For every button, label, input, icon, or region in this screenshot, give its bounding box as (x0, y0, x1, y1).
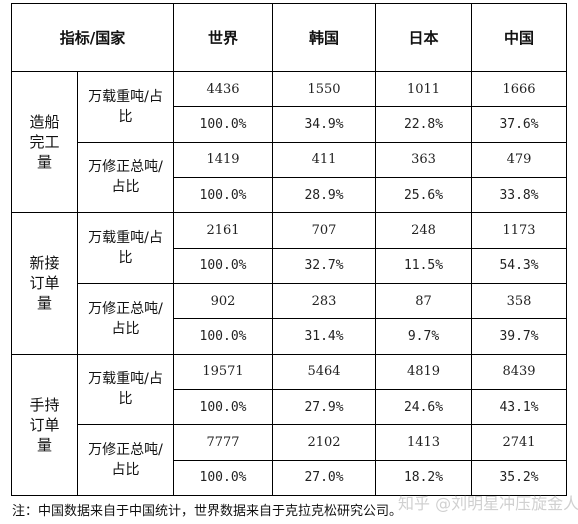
share-cell: 34.9% (272, 106, 377, 143)
table-row: 新接订单量 万载重吨/占比 2161 707 248 1173 (11, 212, 568, 355)
header-indicator-country: 指标/国家 (10, 3, 175, 72)
value-cell: 7777 (173, 424, 274, 461)
watermark: 知乎 @刘明星冲压旋金人 (398, 494, 578, 513)
value-cell: 902 (173, 282, 274, 320)
share-cell: 28.9% (272, 176, 377, 214)
table-row: 造船完工量 万载重吨/占比 4436 1550 1011 1666 (11, 70, 568, 214)
share-cell: 100.0% (173, 247, 274, 284)
metric-label: 造船完工量 (11, 70, 78, 214)
value-cell: 363 (375, 141, 473, 178)
share-cell: 100.0% (173, 176, 274, 214)
table-row: 万修正总吨/占比 902 283 87 358 (12, 282, 568, 355)
value-cell: 411 (272, 141, 377, 178)
value-cell: 358 (471, 282, 568, 320)
share-cell: 22.8% (375, 106, 473, 143)
share-cell: 37.6% (471, 106, 568, 143)
unit-label: 万载重吨/占比 (76, 212, 175, 284)
value-cell: 1666 (471, 70, 568, 108)
header-world: 世界 (173, 3, 274, 72)
unit-label-text: 万载重吨/占比 (88, 371, 163, 408)
value-cell: 4819 (375, 353, 473, 390)
share-cell: 100.0% (173, 459, 274, 497)
value-cell: 2102 (272, 424, 377, 461)
value-cell: 5464 (272, 353, 377, 390)
value-cell: 8439 (471, 353, 568, 390)
metric-label: 手持订单量 (11, 353, 78, 497)
table-body: 造船完工量 万载重吨/占比 4436 1550 1011 1666 100.0% 34.9% 2… (11, 70, 568, 497)
source-note: 注：中国数据来自于中国统计，世界数据来自于克拉克松研究公司。 (12, 504, 403, 519)
table-row: 100.0% 31.4% 9.7% 39.7% (12, 318, 568, 355)
table-row: 万修正总吨/占比 1419 411 363 479 (12, 141, 568, 214)
value-cell: 2161 (173, 212, 274, 249)
value-cell: 707 (272, 212, 377, 249)
table-row: 万修正总吨/占比 7777 2102 1413 2741 (12, 424, 568, 496)
share-cell: 27.0% (272, 459, 377, 497)
share-cell: 100.0% (173, 388, 274, 426)
value-cell: 1419 (173, 141, 274, 178)
table-row: 100.0% 27.0% 18.2% 35.2% (12, 459, 568, 497)
table-row: 100.0% 28.9% 25.6% 33.8% (12, 176, 568, 214)
value-cell: 87 (375, 282, 473, 320)
share-cell: 39.7% (471, 318, 568, 355)
unit-label: 万载重吨/占比 (76, 353, 175, 426)
value-cell: 283 (272, 282, 377, 320)
metric-label-text: 新接订单量 (29, 254, 60, 313)
metric-label-text: 造船完工量 (29, 113, 60, 172)
header-row: 指标/国家 世界 韩国 日本 中国 (10, 3, 568, 72)
header-korea: 韩国 (272, 3, 377, 72)
value-cell: 1011 (375, 70, 473, 108)
value-cell: 4436 (173, 70, 274, 108)
share-cell: 54.3% (471, 247, 568, 284)
unit-label-text: 万修正总吨/占比 (88, 300, 163, 337)
unit-label: 万修正总吨/占比 (76, 424, 175, 496)
share-cell: 32.7% (272, 247, 377, 284)
share-cell: 24.6% (375, 388, 473, 426)
value-cell: 2741 (471, 424, 568, 461)
shipbuilding-stats-table: 指标/国家 世界 韩国 日本 中国 造船完工量 万载重吨/占比 4436 1550 10… (10, 3, 568, 497)
metric-label-text: 手持订单量 (29, 395, 60, 454)
table-row: 100.0% 34.9% 22.8% 37.6% (12, 106, 568, 143)
share-cell: 33.8% (471, 176, 568, 214)
header-china: 中国 (471, 3, 568, 72)
share-cell: 25.6% (375, 176, 473, 214)
value-cell: 19571 (173, 353, 274, 390)
value-cell: 248 (375, 212, 473, 249)
unit-label: 万修正总吨/占比 (76, 141, 175, 214)
header-japan: 日本 (375, 3, 473, 72)
unit-label-text: 万修正总吨/占比 (88, 442, 163, 479)
value-cell: 479 (471, 141, 568, 178)
value-cell: 1173 (471, 212, 568, 249)
table-row: 100.0% 27.9% 24.6% 43.1% (12, 388, 568, 426)
share-cell: 43.1% (471, 388, 568, 426)
share-cell: 11.5% (375, 247, 473, 284)
value-cell: 1550 (272, 70, 377, 108)
share-cell: 35.2% (471, 459, 568, 497)
value-cell: 1413 (375, 424, 473, 461)
share-cell: 9.7% (375, 318, 473, 355)
unit-label-text: 万载重吨/占比 (88, 88, 163, 125)
table-row: 100.0% 32.7% 11.5% 54.3% (12, 247, 568, 284)
unit-label-text: 万修正总吨/占比 (88, 159, 163, 196)
unit-label: 万修正总吨/占比 (76, 282, 175, 355)
share-cell: 100.0% (173, 318, 274, 355)
share-cell: 100.0% (173, 106, 274, 143)
share-cell: 31.4% (272, 318, 377, 355)
unit-label: 万载重吨/占比 (76, 71, 175, 143)
metric-label: 新接订单量 (11, 212, 78, 355)
share-cell: 27.9% (272, 388, 377, 426)
table-row: 手持订单量 万载重吨/占比 19571 5464 4819 8439 (11, 353, 568, 497)
unit-label-text: 万载重吨/占比 (88, 230, 163, 267)
